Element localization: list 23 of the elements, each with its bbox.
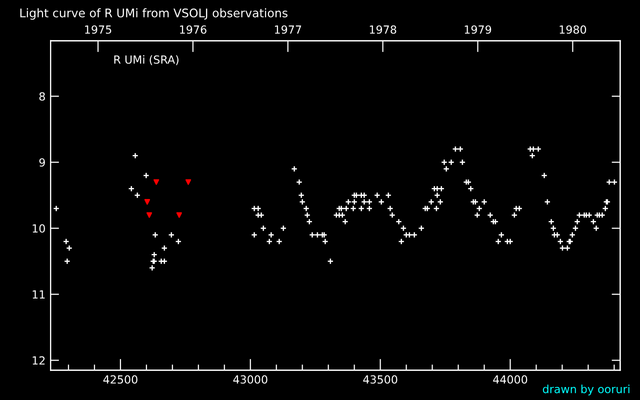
- x2-tick-label: 1979: [464, 25, 492, 34]
- x-tick-label: 43000: [233, 375, 268, 384]
- y-tick-label: 11: [32, 290, 45, 299]
- x2-tick-label: 1976: [180, 25, 206, 34]
- point: [185, 179, 192, 185]
- x2-tick-label: 1975: [85, 25, 112, 34]
- chart-title: Light curve of R UMi from VSOLJ observations: [20, 8, 288, 20]
- point: [176, 212, 182, 218]
- x2-tick-label: 1978: [370, 25, 396, 34]
- point: [154, 179, 160, 185]
- text: drawn by ooruri: [542, 384, 630, 396]
- annotation: R UMi (SRA): [114, 55, 178, 66]
- y-tick-label: 9: [39, 158, 45, 167]
- y-tick-label: 12: [32, 356, 45, 365]
- y-tick-label: 10: [32, 224, 45, 233]
- x2-tick-label: 1980: [560, 25, 586, 34]
- point: [144, 199, 150, 205]
- x-tick-label: 42500: [103, 375, 138, 384]
- x-tick-label: 43500: [363, 375, 398, 384]
- x2-tick-label: 1977: [274, 25, 302, 34]
- x-tick-label: 44000: [493, 375, 528, 384]
- y-tick-label: 8: [39, 92, 45, 101]
- point: [146, 212, 152, 218]
